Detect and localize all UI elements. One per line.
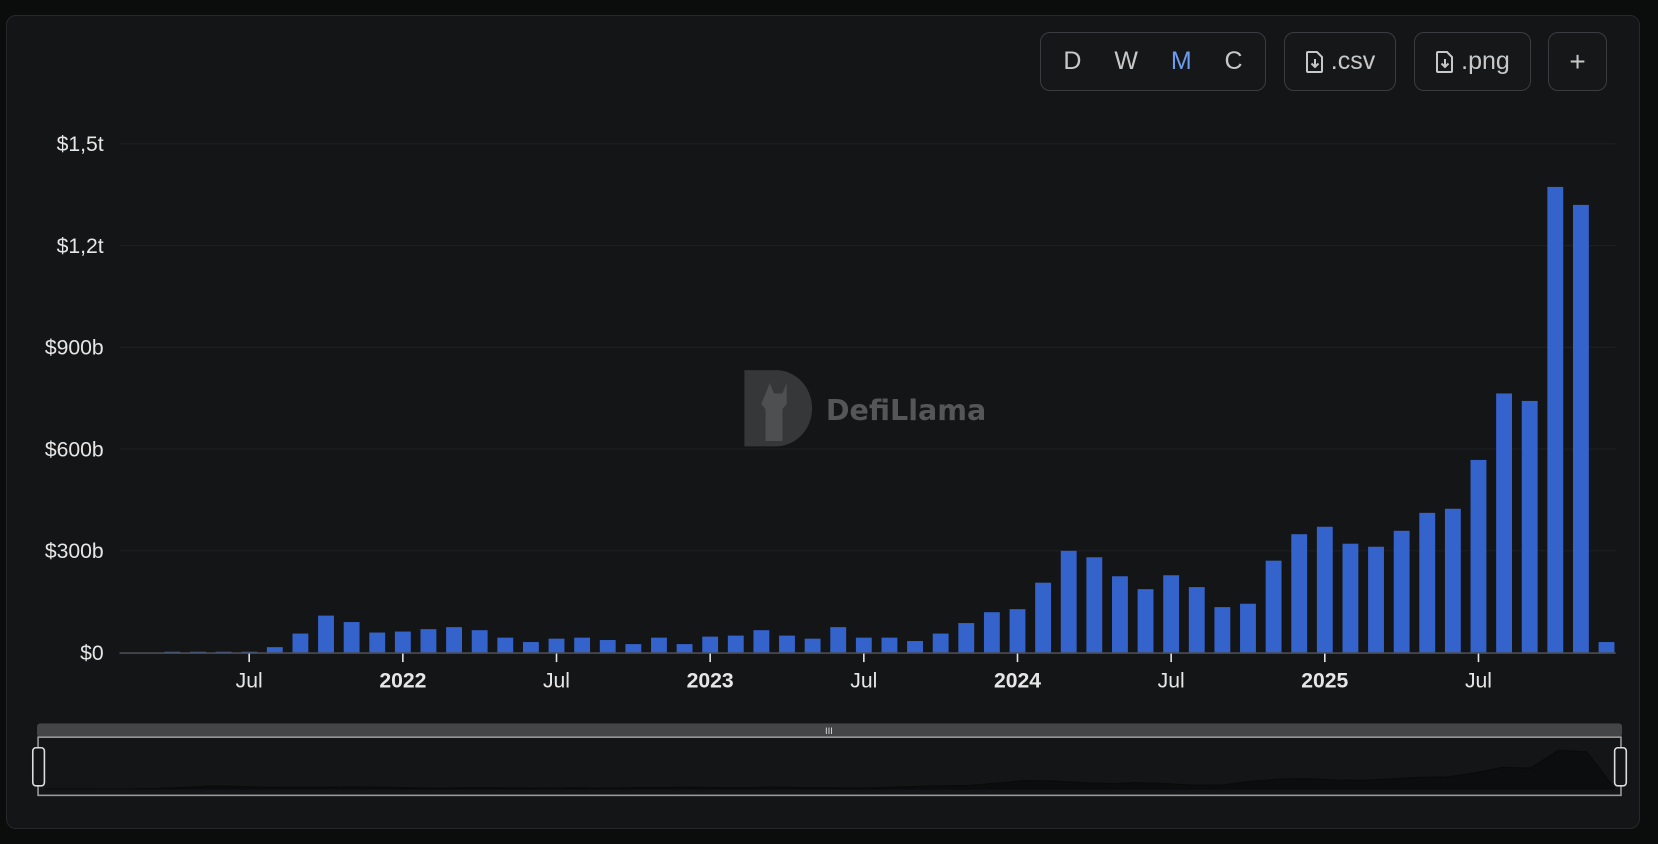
x-tick-label: 2022: [379, 669, 426, 692]
y-tick-label: $1,5t: [57, 133, 104, 156]
bar-2024-08[interactable]: [1188, 587, 1205, 653]
range-brush[interactable]: III: [31, 723, 1628, 797]
bar-2025-08[interactable]: [1496, 393, 1513, 653]
bar-2022-08[interactable]: [574, 637, 591, 653]
y-tick-label: $1,2t: [57, 235, 104, 258]
bar-2024-12[interactable]: [1291, 534, 1308, 653]
bar-2023-06[interactable]: [830, 627, 847, 653]
bar-2022-09[interactable]: [599, 640, 616, 653]
bar-2021-11[interactable]: [343, 622, 360, 653]
bar-2022-05[interactable]: [497, 637, 514, 653]
defillama-watermark: DefiLlama: [744, 370, 986, 447]
png-label: .png: [1461, 47, 1510, 75]
x-tick-label: Jul: [543, 669, 570, 692]
bar-2021-08[interactable]: [266, 647, 283, 653]
y-tick-label: $300b: [45, 540, 104, 563]
bar-2022-07[interactable]: [548, 638, 565, 653]
y-tick-label: $0: [80, 642, 104, 665]
bar-2024-10[interactable]: [1240, 603, 1256, 653]
x-tick-label: Jul: [850, 669, 877, 692]
bar-2023-05[interactable]: [804, 638, 821, 653]
bar-2021-04[interactable]: [164, 651, 181, 653]
x-tick-label: 2025: [1301, 669, 1348, 692]
bar-2025-11[interactable]: [1572, 204, 1589, 653]
bar-2024-09[interactable]: [1214, 607, 1231, 653]
bar-2022-03[interactable]: [446, 627, 462, 653]
interval-cumulative[interactable]: C: [1224, 47, 1243, 75]
brush-track[interactable]: [37, 723, 1623, 738]
bar-2021-06[interactable]: [215, 651, 232, 653]
bar-2025-10[interactable]: [1547, 186, 1564, 653]
bar-2025-01[interactable]: [1316, 526, 1333, 653]
bar-2024-02[interactable]: [1035, 582, 1052, 653]
bar-2024-03[interactable]: [1060, 550, 1077, 653]
bar-2024-01[interactable]: [1009, 609, 1026, 653]
bar-2023-07[interactable]: [855, 637, 872, 653]
bar-2023-02[interactable]: [727, 635, 744, 653]
interval-selector: D W M C: [1040, 32, 1266, 91]
bar-2025-09[interactable]: [1521, 400, 1538, 653]
bar-2025-06[interactable]: [1444, 508, 1461, 653]
watermark-text: DefiLlama: [826, 393, 986, 427]
x-tick-label: 2023: [687, 669, 734, 692]
bar-2025-03[interactable]: [1368, 546, 1384, 653]
csv-label: .csv: [1330, 47, 1376, 75]
bar-2022-02[interactable]: [420, 629, 437, 653]
bar-2022-11[interactable]: [651, 637, 667, 653]
bar-2023-10[interactable]: [932, 633, 949, 653]
x-tick-label: Jul: [1465, 669, 1492, 692]
bar-2023-12[interactable]: [983, 612, 1000, 653]
bar-2022-10[interactable]: [625, 644, 642, 653]
x-tick-label: 2024: [994, 669, 1041, 692]
bar-2024-07[interactable]: [1163, 575, 1180, 653]
file-download-icon: [1305, 50, 1323, 73]
plus-icon: +: [1569, 45, 1586, 77]
bar-2025-05[interactable]: [1419, 512, 1436, 653]
y-tick-label: $600b: [45, 438, 104, 461]
bar-2023-09[interactable]: [907, 641, 923, 653]
bar-2021-09[interactable]: [292, 633, 309, 653]
chart-panel: [6, 15, 1640, 829]
download-png-button[interactable]: .png: [1414, 32, 1531, 91]
bar-2025-02[interactable]: [1342, 543, 1359, 653]
bar-2022-04[interactable]: [471, 630, 488, 653]
bar-2025-12[interactable]: [1598, 642, 1615, 653]
bar-2023-11[interactable]: [958, 623, 975, 653]
bar-2025-04[interactable]: [1393, 530, 1410, 653]
bar-2023-03[interactable]: [753, 630, 770, 653]
bar-2025-07[interactable]: [1470, 459, 1487, 653]
brush-handle-left[interactable]: [31, 746, 46, 787]
bar-2022-12[interactable]: [676, 644, 693, 653]
bar-2023-01[interactable]: [702, 636, 719, 653]
file-download-icon: [1436, 50, 1454, 73]
bar-2021-05[interactable]: [190, 651, 206, 653]
brush-drag-icon[interactable]: III: [825, 726, 833, 737]
download-csv-button[interactable]: .csv: [1284, 32, 1396, 91]
interval-daily[interactable]: D: [1063, 47, 1082, 75]
interval-monthly[interactable]: M: [1170, 47, 1192, 75]
bar-2021-07[interactable]: [241, 651, 258, 653]
brush-preview-area: [44, 749, 1616, 790]
bar-2021-12[interactable]: [369, 632, 386, 653]
bar-2024-06[interactable]: [1137, 589, 1154, 653]
interval-weekly[interactable]: W: [1114, 47, 1138, 75]
add-button[interactable]: +: [1548, 32, 1607, 91]
bar-2022-01[interactable]: [394, 631, 411, 653]
bar-2023-08[interactable]: [881, 637, 898, 653]
brush-handle-right[interactable]: [1613, 746, 1628, 787]
bar-2021-10[interactable]: [318, 615, 334, 653]
bar-2022-06[interactable]: [522, 642, 539, 653]
bar-2023-04[interactable]: [779, 635, 795, 653]
bar-2024-05[interactable]: [1112, 576, 1128, 653]
bar-2024-04[interactable]: [1086, 557, 1103, 653]
y-tick-label: $900b: [45, 337, 104, 360]
x-tick-label: Jul: [236, 669, 263, 692]
x-tick-label: Jul: [1158, 669, 1185, 692]
bar-2024-11[interactable]: [1265, 560, 1282, 653]
